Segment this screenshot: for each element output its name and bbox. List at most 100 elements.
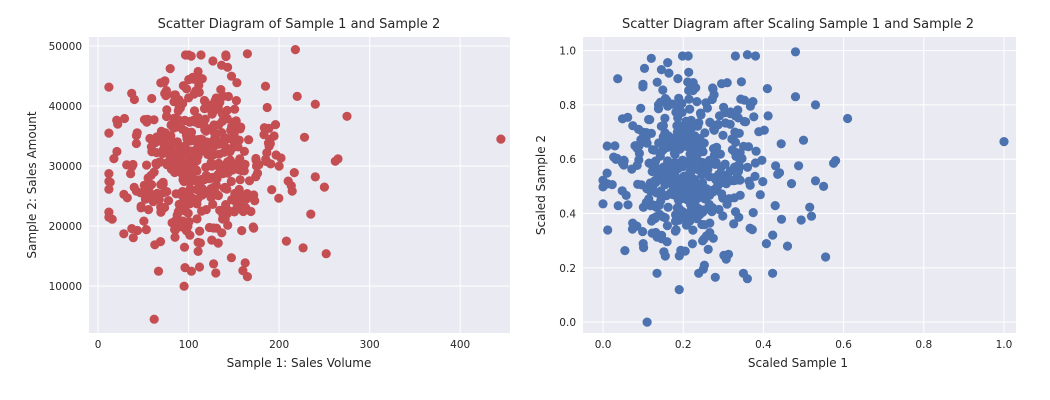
data-point <box>208 124 218 134</box>
data-point <box>185 173 195 183</box>
data-point <box>184 74 194 85</box>
data-point <box>194 135 204 145</box>
data-point <box>708 84 718 94</box>
data-point <box>232 78 242 88</box>
data-point <box>229 120 239 131</box>
data-point <box>659 247 669 257</box>
data-point <box>319 182 329 192</box>
data-point <box>131 138 141 149</box>
data-point <box>242 49 252 59</box>
data-point <box>684 94 694 104</box>
data-point <box>222 105 232 115</box>
data-point <box>143 173 153 183</box>
data-point <box>829 158 839 168</box>
data-point <box>107 214 117 224</box>
data-point <box>139 216 149 226</box>
x-axis-label: Scaled Sample 1 <box>748 356 848 370</box>
data-point <box>221 50 231 60</box>
data-point <box>677 51 688 61</box>
data-point <box>197 206 207 216</box>
data-point <box>287 186 297 196</box>
data-point <box>152 188 162 198</box>
data-point <box>655 151 665 161</box>
data-point <box>736 94 746 104</box>
data-point <box>194 262 205 272</box>
data-point <box>754 127 764 137</box>
data-point <box>170 167 180 178</box>
data-point <box>730 111 740 121</box>
data-point <box>700 128 710 138</box>
data-point <box>687 187 698 197</box>
data-point <box>607 180 617 190</box>
data-point <box>172 210 182 220</box>
data-point <box>692 214 702 224</box>
y-tick-label: 0.6 <box>559 154 576 166</box>
data-point <box>158 179 168 189</box>
data-point <box>729 219 739 229</box>
x-tick-label: 0 <box>95 339 102 351</box>
data-point <box>239 146 249 156</box>
scatter-chart-sales: 0 100 200 300 400 1000020000300004000050000 … <box>25 17 510 370</box>
data-point <box>790 92 801 102</box>
data-point <box>184 93 194 103</box>
data-point <box>211 268 221 278</box>
y-tick-labels: 10000 20000 30000 40000 50000 <box>49 41 82 293</box>
data-point <box>162 111 172 122</box>
data-point <box>221 162 231 172</box>
data-point <box>195 226 205 236</box>
data-point <box>684 85 694 96</box>
data-point <box>226 71 237 81</box>
data-point <box>684 67 694 77</box>
data-point <box>140 185 150 195</box>
data-point <box>782 241 793 251</box>
data-point <box>238 266 248 276</box>
data-point <box>104 82 114 92</box>
data-point <box>132 225 143 236</box>
x-tick-label: 200 <box>269 339 289 351</box>
data-point <box>663 131 673 141</box>
data-point <box>153 266 164 276</box>
data-point <box>717 189 727 199</box>
data-point <box>174 103 184 113</box>
data-point <box>199 121 210 131</box>
data-point <box>667 167 677 177</box>
data-point <box>598 182 608 192</box>
y-tick-label: 0.0 <box>559 317 576 329</box>
data-point <box>658 85 668 95</box>
data-point <box>713 120 723 130</box>
data-point <box>776 139 786 149</box>
data-point <box>681 171 691 181</box>
data-point <box>221 200 231 210</box>
data-point <box>642 317 652 327</box>
data-point <box>162 105 172 115</box>
data-point <box>688 199 698 209</box>
data-point <box>298 243 308 253</box>
x-axis-label: Sample 1: Sales Volume <box>227 356 372 370</box>
data-point <box>693 121 703 131</box>
data-point <box>774 168 785 178</box>
data-point <box>178 167 188 177</box>
data-point <box>687 239 698 249</box>
y-tick-label: 0.2 <box>559 263 576 275</box>
data-point <box>104 169 114 179</box>
data-point <box>641 198 651 208</box>
data-point <box>682 123 692 133</box>
data-point <box>810 176 821 186</box>
data-point <box>638 82 648 92</box>
data-point <box>692 97 702 107</box>
data-point <box>231 204 241 214</box>
data-point <box>673 74 683 84</box>
data-point <box>129 94 139 105</box>
data-point <box>250 196 260 206</box>
data-point <box>619 155 629 165</box>
data-point <box>810 100 821 110</box>
y-tick-label: 20000 <box>49 221 82 233</box>
data-point <box>149 115 159 125</box>
data-point <box>217 128 227 138</box>
data-point <box>743 142 754 152</box>
data-point <box>208 172 218 182</box>
data-point <box>276 153 286 163</box>
data-point <box>215 205 225 215</box>
data-point <box>703 244 713 254</box>
